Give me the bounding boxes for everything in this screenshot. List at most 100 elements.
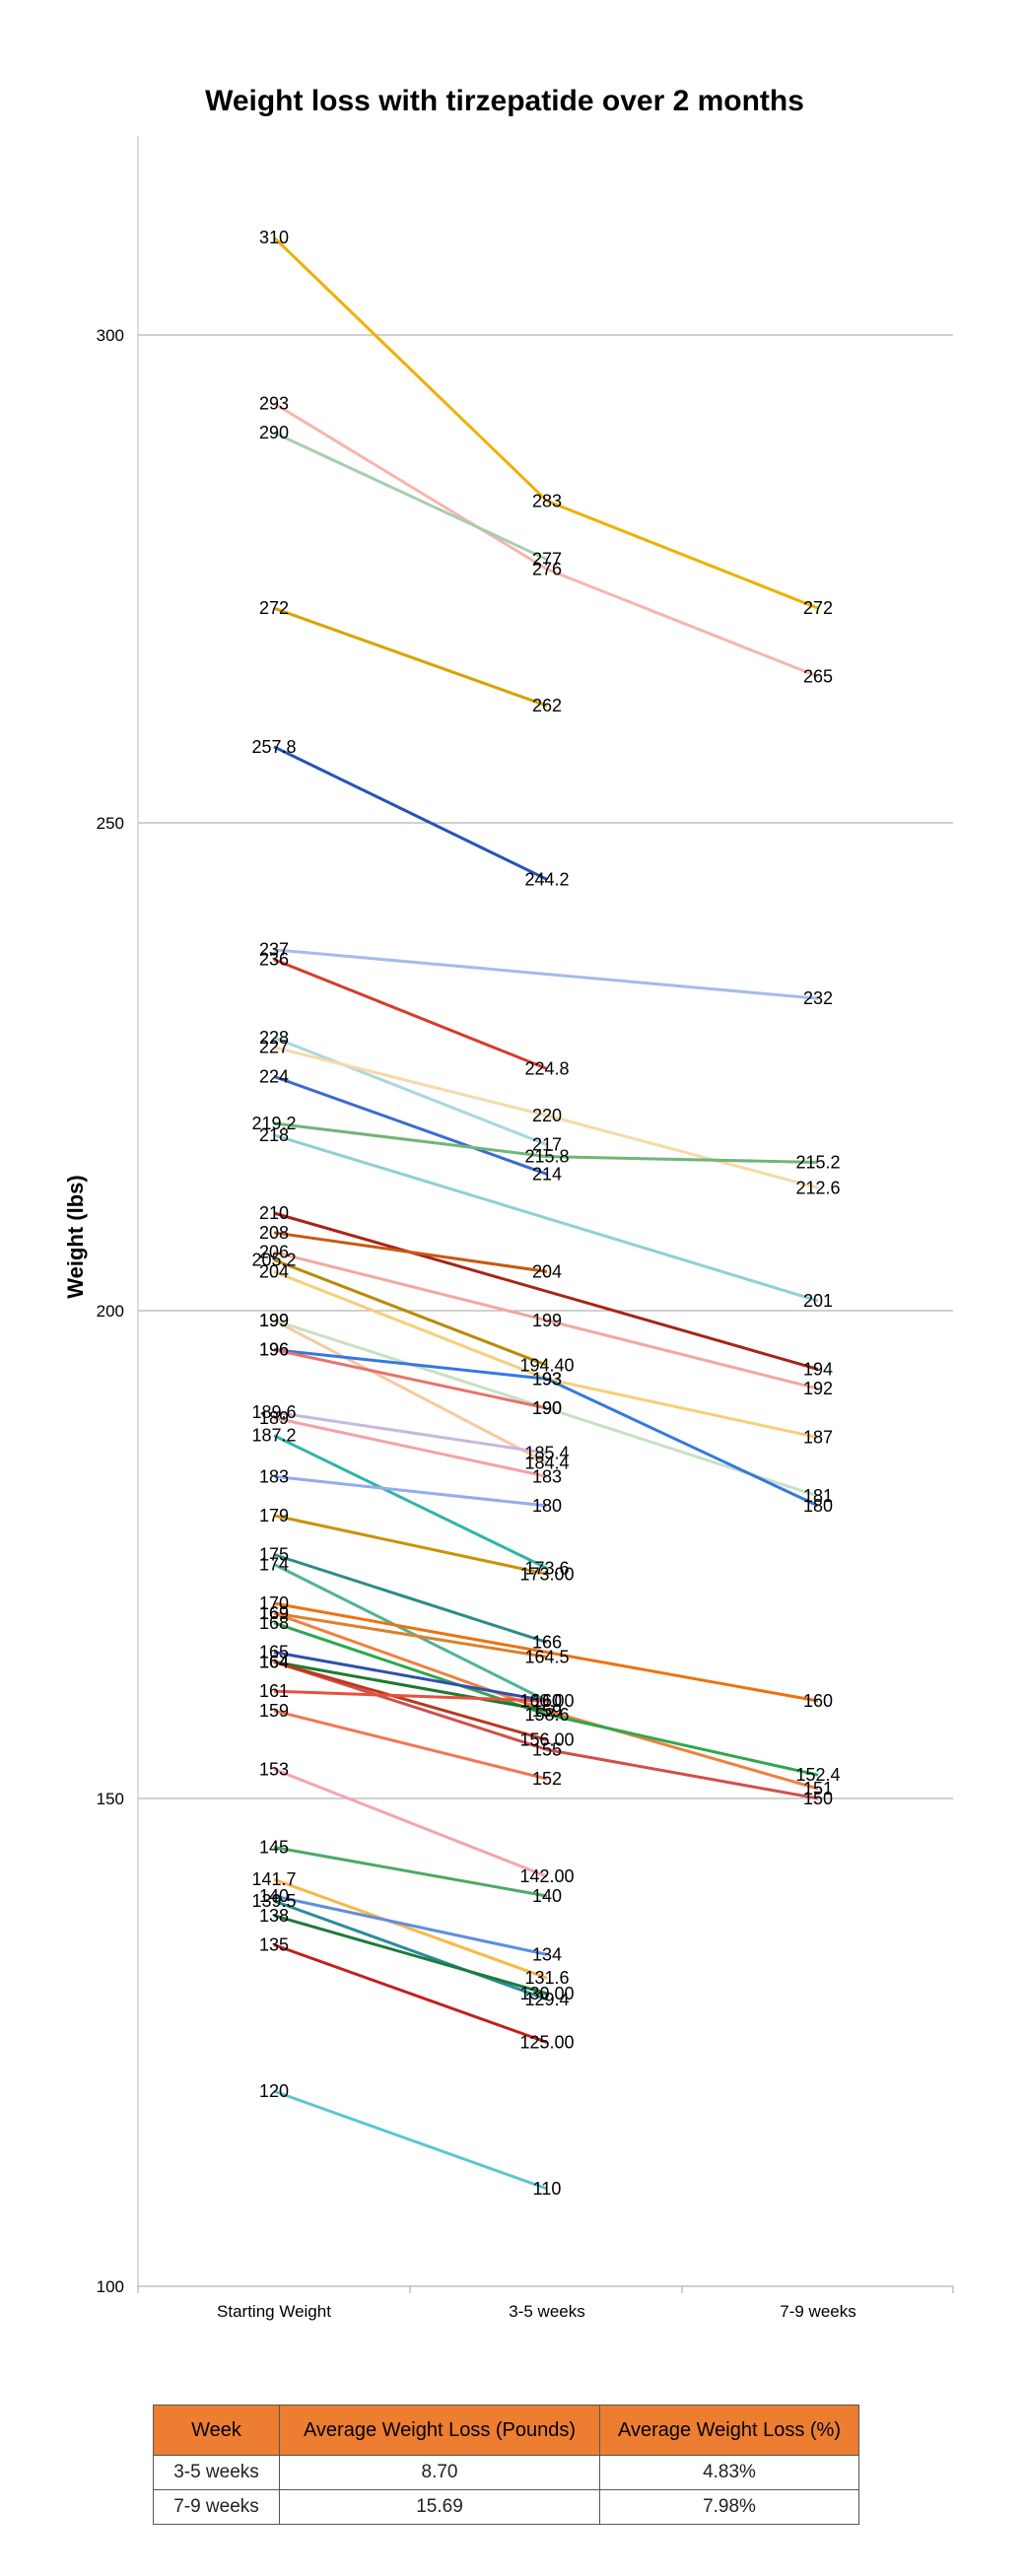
data-label: 220 — [532, 1106, 562, 1125]
series-line — [273, 1877, 548, 1980]
data-label: 142.00 — [519, 1866, 574, 1886]
data-label: 120 — [259, 2081, 289, 2101]
data-label: 181 — [803, 1486, 833, 1506]
series-line — [273, 745, 548, 881]
data-label: 140 — [532, 1886, 562, 1906]
data-label: 244.2 — [524, 869, 569, 889]
series-line — [273, 1211, 819, 1371]
table-header-row: Week Average Weight Loss (Pounds) Averag… — [153, 2405, 859, 2456]
tick-labels: 100 150 200 250 300 Starting Weight 3-5 weeks 7… — [97, 326, 856, 2321]
series-line — [273, 948, 819, 1000]
series-line — [273, 1660, 548, 1742]
data-label: 192 — [803, 1379, 833, 1398]
series-line — [273, 1611, 548, 1659]
data-label: 180 — [803, 1496, 833, 1516]
data-label: 187.2 — [251, 1426, 296, 1446]
series-line — [273, 1416, 548, 1478]
series-line — [273, 1894, 548, 1956]
data-label: 131.6 — [524, 1968, 569, 1988]
data-label: 189.6 — [251, 1402, 296, 1422]
data-label: 164 — [259, 1652, 289, 1671]
series-line — [273, 1914, 548, 1996]
data-label: 212.6 — [795, 1178, 840, 1197]
series-line — [273, 1231, 548, 1273]
data-label: 215.8 — [524, 1147, 569, 1167]
data-label: 310 — [259, 228, 289, 247]
data-label: 173.6 — [524, 1558, 569, 1578]
series-line — [273, 1046, 819, 1189]
data-label: 205.2 — [251, 1251, 296, 1270]
data-label: 139.5 — [251, 1891, 296, 1911]
data-label: 293 — [259, 393, 289, 413]
data-label: 141.7 — [251, 1869, 296, 1889]
data-label: 158.6 — [524, 1705, 569, 1725]
data-label: 184.4 — [524, 1453, 569, 1472]
data-label: 199 — [532, 1311, 562, 1330]
data-label: 218 — [259, 1125, 289, 1145]
table-cell: 7.98% — [599, 2489, 859, 2525]
data-label: 217 — [532, 1135, 562, 1155]
data-label: 174 — [259, 1554, 289, 1574]
series-line — [273, 1660, 819, 1800]
x-tick-label: 3-5 weeks — [509, 2302, 584, 2321]
data-label: 199 — [259, 1311, 289, 1330]
data-label: 193 — [532, 1369, 562, 1389]
data-label: 183 — [259, 1466, 289, 1486]
data-label: 159 — [532, 1701, 562, 1721]
header-avg-loss-pounds: Average Weight Loss (Pounds) — [279, 2405, 600, 2456]
data-label: 175 — [259, 1545, 289, 1565]
data-label: 215.2 — [795, 1153, 840, 1173]
data-label: 204 — [259, 1261, 289, 1281]
data-label: 164 — [259, 1652, 289, 1671]
series-line — [273, 1074, 548, 1176]
data-label: 166 — [532, 1633, 562, 1653]
series-line — [273, 958, 548, 1070]
header-avg-loss-percent: Average Weight Loss (%) — [599, 2405, 859, 2456]
data-label: 169 — [259, 1603, 289, 1623]
series-line — [273, 1121, 819, 1164]
data-label: 138 — [259, 1906, 289, 1926]
series-line — [273, 1943, 548, 2044]
data-label: 164 — [259, 1652, 289, 1671]
y-tick-label: 200 — [97, 1302, 124, 1321]
data-label: 196 — [259, 1340, 289, 1360]
data-label: 194.40 — [519, 1355, 574, 1375]
header-week: Week — [153, 2405, 280, 2456]
data-label: 173.00 — [519, 1564, 574, 1584]
series-line — [273, 1474, 548, 1508]
table-cell: 15.69 — [279, 2489, 600, 2525]
data-label: 161 — [259, 1681, 289, 1701]
data-label: 194 — [803, 1359, 833, 1379]
data-label: 219.2 — [251, 1114, 296, 1133]
data-label: 199 — [259, 1311, 289, 1330]
data-label: 180 — [532, 1496, 562, 1516]
data-label: 237 — [259, 940, 289, 960]
data-label: 183 — [532, 1466, 562, 1486]
series-line — [273, 1251, 819, 1390]
data-label: 224.8 — [524, 1059, 569, 1079]
series-line — [273, 1563, 548, 1703]
series-line — [273, 1709, 548, 1781]
data-label: 262 — [532, 696, 562, 715]
data-label: 204 — [532, 1261, 562, 1281]
series-line — [273, 1319, 548, 1464]
data-label: 190 — [532, 1398, 562, 1418]
series-line — [272, 236, 819, 610]
data-label: 276 — [532, 560, 562, 579]
data-label: 185.4 — [524, 1444, 569, 1463]
data-label: 165 — [259, 1643, 289, 1662]
data-label: 228 — [259, 1028, 289, 1048]
table-cell: 8.70 — [279, 2455, 600, 2490]
table-row: 3-5 weeks 8.70 4.83% — [153, 2455, 859, 2490]
data-labels: 310 283 272 293 276 265 290 277 272 262 257.8 244.2… — [251, 228, 840, 2199]
data-label: 170 — [259, 1593, 289, 1613]
data-label: 193 — [532, 1369, 562, 1389]
data-label: 130.00 — [519, 1984, 574, 2003]
series-lines — [272, 236, 819, 2191]
series-line — [273, 1660, 548, 1713]
data-label: 272 — [259, 598, 289, 618]
data-label: 210 — [259, 1203, 289, 1223]
data-label: 257.8 — [251, 737, 296, 757]
data-label: 155 — [532, 1740, 562, 1760]
data-label: 129.4 — [524, 1990, 569, 2009]
